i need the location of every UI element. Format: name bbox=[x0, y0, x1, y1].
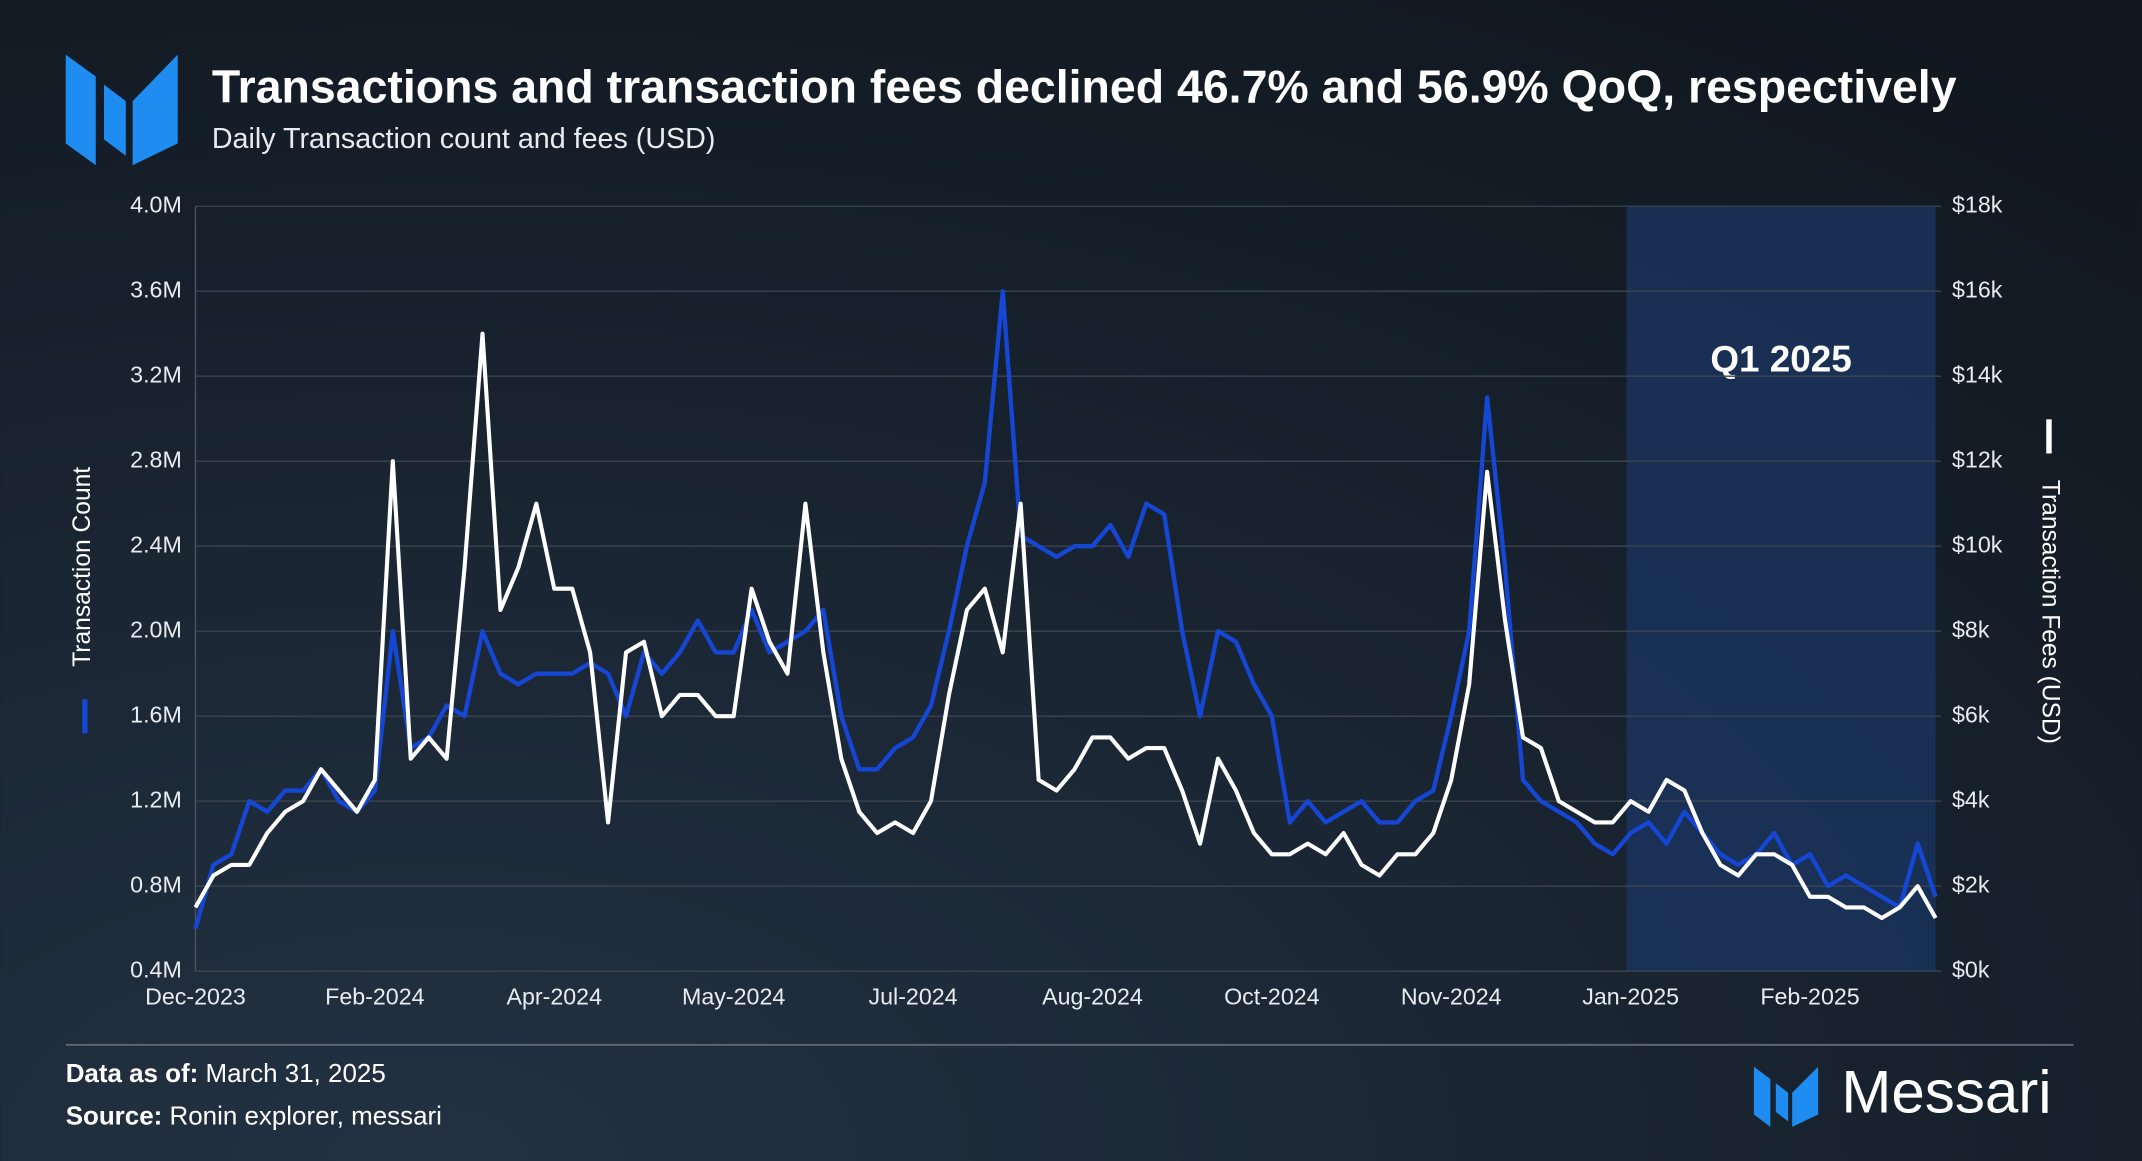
footer-date-label: Data as of: bbox=[66, 1060, 199, 1088]
chart-title: Transactions and transaction fees declin… bbox=[212, 60, 1957, 112]
y2-tick-label: $0k bbox=[1952, 956, 1990, 982]
x-tick-label: Jul-2024 bbox=[869, 984, 958, 1010]
logo bbox=[65, 54, 178, 166]
brand-name: Messari bbox=[1841, 1059, 2051, 1126]
y-tick-label: 2.4M bbox=[130, 531, 182, 557]
x-tick-label: Apr-2024 bbox=[506, 984, 602, 1010]
x-tick-label: Oct-2024 bbox=[1224, 984, 1320, 1010]
highlight-label: Q1 2025 bbox=[1710, 339, 1851, 380]
y-tick-label: 1.2M bbox=[130, 786, 182, 812]
y-tick-label: 3.2M bbox=[130, 361, 182, 387]
y-tick-label: 4.0M bbox=[130, 191, 182, 217]
data-line bbox=[193, 289, 1938, 930]
x-tick-label: Dec-2023 bbox=[145, 984, 246, 1010]
data-line bbox=[193, 331, 1938, 921]
y-tick-label: 0.4M bbox=[130, 956, 182, 982]
y2-tick-label: $6k bbox=[1952, 701, 1990, 727]
y-tick-label: 0.8M bbox=[130, 871, 182, 897]
x-tick-label: Feb-2025 bbox=[1760, 984, 1859, 1010]
footer-date: Data as of: March 31, 2025 bbox=[66, 1060, 386, 1088]
x-tick-label: Aug-2024 bbox=[1042, 984, 1143, 1010]
y-tick-label: 2.8M bbox=[130, 446, 182, 472]
brand-logo bbox=[1753, 1066, 1819, 1127]
y2-tick-label: $10k bbox=[1952, 531, 2003, 557]
y2-tick-label: $14k bbox=[1952, 361, 2003, 387]
footer-source-label: Source: bbox=[66, 1102, 163, 1130]
x-tick-label: Nov-2024 bbox=[1401, 984, 1502, 1010]
x-tick-label: Jan-2025 bbox=[1582, 984, 1679, 1010]
y2-tick-label: $4k bbox=[1952, 786, 1990, 812]
y-axis-title: Transaction Count bbox=[69, 467, 96, 667]
y-tick-label: 3.6M bbox=[130, 276, 182, 302]
y2-axis-title: Transaction Fees (USD) bbox=[2036, 480, 2063, 744]
x-tick-label: Feb-2024 bbox=[325, 984, 424, 1010]
y2-tick-label: $8k bbox=[1952, 616, 1990, 642]
chart-subtitle: Daily Transaction count and fees (USD) bbox=[212, 123, 716, 155]
footer-source: Source: Ronin explorer, messari bbox=[66, 1102, 442, 1130]
y2-tick-label: $18k bbox=[1952, 191, 2003, 217]
y2-tick-label: $16k bbox=[1952, 276, 2003, 302]
y2-tick-label: $2k bbox=[1952, 871, 1990, 897]
footer-source-value: Ronin explorer, messari bbox=[170, 1102, 442, 1130]
y-tick-label: 1.6M bbox=[130, 701, 182, 727]
y-tick-label: 2.0M bbox=[130, 616, 182, 642]
footer-date-value: March 31, 2025 bbox=[206, 1060, 386, 1088]
y2-tick-label: $12k bbox=[1952, 446, 2003, 472]
x-tick-label: May-2024 bbox=[682, 984, 785, 1010]
plot-area: Q1 2025 0.4M 0.8M 1.2M 1.6M 2.0M 2.4M 2.8M 3.2M 3… bbox=[69, 191, 2064, 1009]
